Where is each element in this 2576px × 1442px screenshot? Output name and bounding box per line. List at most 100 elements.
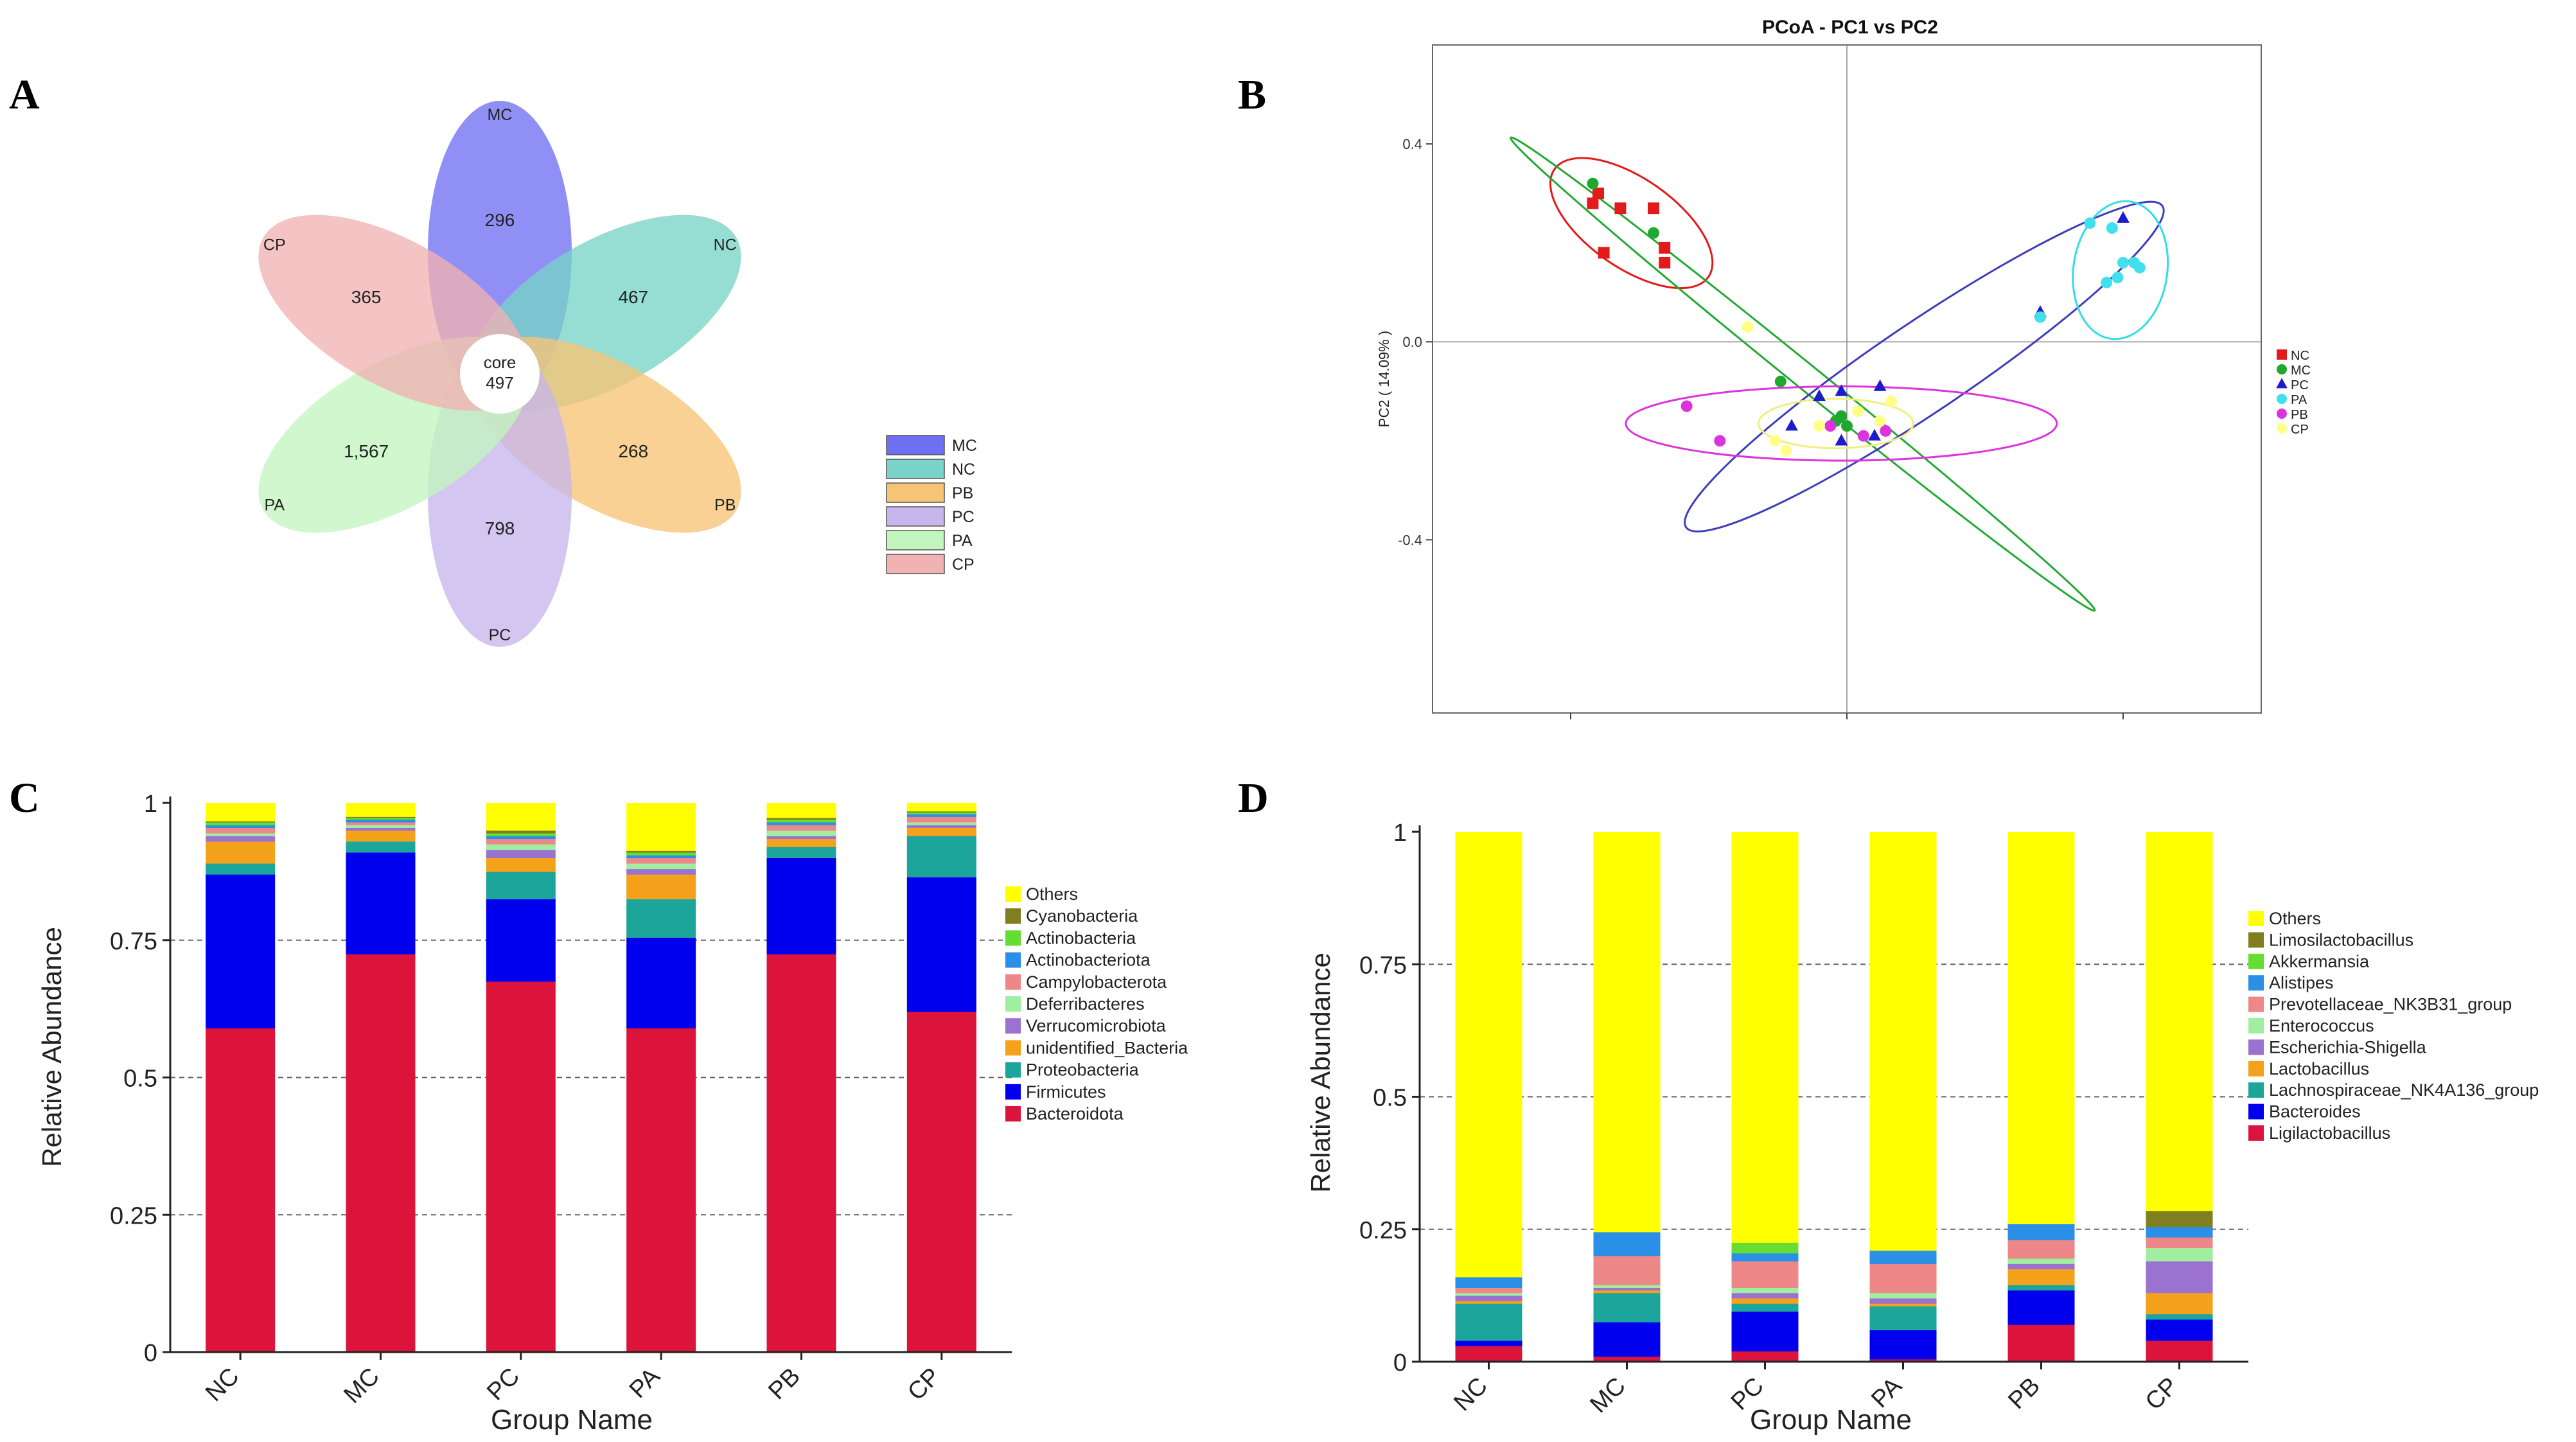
genus-bar-pa-enterococcus <box>1869 1292 1937 1299</box>
pcoa-point-cp <box>1780 444 1792 457</box>
phylum-bar-nc-campylobacterota <box>206 827 276 834</box>
phylum-x-tick-label-nc: NC <box>200 1363 245 1407</box>
pcoa-y-tick-label: 0.0 <box>1402 334 1422 350</box>
pcoa-legend-label-pa: PA <box>2291 393 2307 407</box>
pcoa-point-pa <box>2034 311 2046 323</box>
genus-legend-label-prevotellaceae-nk3b31-group: Prevotellaceae_NK3B31_group <box>2269 995 2512 1014</box>
genus-bar-pc-enterococcus <box>1731 1287 1799 1294</box>
pcoa-point-pc <box>1813 389 1826 401</box>
venn-labels: 296 MC 467 NC 268 PB 798 PC 1,567 PA 365 CP <box>263 106 737 644</box>
genus-bar-pb-others <box>2007 832 2075 1224</box>
pcoa-point-cp <box>1885 395 1897 407</box>
phylum-bar-pb-others <box>766 803 836 818</box>
genus-bar-cp-enterococcus <box>2146 1247 2213 1262</box>
genus-legend-swatch-enterococcus <box>2248 1018 2264 1033</box>
pcoa-ellipse-pa <box>2072 200 2169 340</box>
pcoa-point-pc <box>1835 384 1848 396</box>
venn-legend-label-mc: MC <box>952 437 977 455</box>
pcoa-y-axis-label: PC2 ( 14.09% ) <box>1376 331 1392 427</box>
phylum-x-tick-label-mc: MC <box>339 1363 384 1409</box>
phylum-bar-cp-actinobacteria <box>906 812 976 814</box>
pcoa-title: PCoA - PC1 vs PC2 <box>1762 17 1938 38</box>
phylum-bar-mc-proteobacteria <box>346 841 416 853</box>
pcoa-legend-label-pb: PB <box>2291 408 2308 422</box>
phylum-bar-nc-actinobacteriota <box>206 825 276 828</box>
genus-y-tick-label: 0.75 <box>1359 952 1407 979</box>
phylum-bar-pc-verrucomicrobiota <box>486 849 556 858</box>
pcoa-point-cp <box>1852 405 1864 418</box>
pcoa-point-nc <box>1587 197 1599 209</box>
venn-legend-label-pa: PA <box>952 532 973 550</box>
pcoa-legend-label-pc: PC <box>2291 378 2309 392</box>
venn-name-cp: CP <box>263 236 286 254</box>
pcoa-point-pb <box>1857 430 1869 442</box>
genus-legend-label-others: Others <box>2269 909 2321 928</box>
genus-legend-label-lachnospiraceae-nk4a136-group: Lachnospiraceae_NK4A136_group <box>2269 1080 2539 1100</box>
phylum-bar-mc-firmicutes <box>346 852 416 954</box>
genus-bar-pb-enterococcus <box>2007 1258 2075 1264</box>
genus-bar-pb-prevotellaceae-nk3b31-group <box>2007 1240 2075 1259</box>
genus-bar-pa-others <box>1869 832 1937 1251</box>
pcoa-ellipse-cp <box>1757 398 1914 450</box>
venn-count-nc: 467 <box>618 287 648 307</box>
phylum-legend-swatch-unidentified-bacteria <box>1005 1040 1021 1056</box>
genus-bar-pa-escherichia-shigella <box>1869 1298 1937 1304</box>
genus-bar-cp-others <box>2146 832 2213 1211</box>
genus-bar-mc-bacteroides <box>1593 1322 1661 1357</box>
venn-count-pc: 798 <box>485 518 515 538</box>
pcoa-point-mc <box>1841 420 1853 432</box>
genus-bar-mc-enterococcus <box>1593 1285 1661 1288</box>
genus-legend-label-escherichia-shigella: Escherichia-Shigella <box>2269 1037 2427 1057</box>
phylum-bar-cp-proteobacteria <box>906 836 976 877</box>
genus-legend-swatch-lactobacillus <box>2248 1060 2264 1077</box>
genus-legend-swatch-limosilactobacillus <box>2248 932 2264 948</box>
phylum-bar-pc-bacteroidota <box>486 981 556 1353</box>
venn-count-cp: 365 <box>351 287 382 307</box>
genus-bar-pc-escherichia-shigella <box>1731 1292 1799 1299</box>
pcoa-legend-marker-pc <box>2276 378 2288 389</box>
phylum-legend-label-actinobacteria: Actinobacteria <box>1026 928 1136 947</box>
pcoa-legend-marker-mc <box>2277 364 2287 374</box>
phylum-legend-swatch-cyanobacteria <box>1005 908 1021 924</box>
phylum-bar-pa-actinobacteria <box>626 852 696 856</box>
phylum-bar-pb-cyanobacteria <box>766 818 836 820</box>
genus-legend-swatch-escherichia-shigella <box>2248 1039 2264 1055</box>
genus-y-tick-label: 0.25 <box>1359 1217 1407 1244</box>
pcoa-ellipse-nc <box>1549 157 1714 290</box>
venn-legend-label-nc: NC <box>952 461 975 479</box>
phylum-bar-pa-unidentified-bacteria <box>626 874 696 900</box>
genus-bar-nc-lactobacillus <box>1455 1301 1522 1304</box>
phylum-legend-swatch-verrucomicrobiota <box>1005 1018 1021 1034</box>
genus-bar-pb-bacteroides <box>2007 1290 2075 1325</box>
phylum-legend-label-verrucomicrobiota: Verrucomicrobiota <box>1026 1016 1167 1035</box>
pcoa-point-nc <box>1659 242 1671 254</box>
venn-legend-swatch-pc <box>886 506 945 527</box>
genus-bar-pa-lactobacillus <box>1869 1303 1937 1306</box>
panel-letter-c: C <box>9 775 40 822</box>
pcoa-point-pa <box>2106 222 2118 234</box>
pcoa-point-nc <box>1592 188 1604 200</box>
genus-legend-label-akkermansia: Akkermansia <box>2269 952 2370 971</box>
venn-legend: MC NC PB PC PA CP <box>886 435 977 574</box>
genus-bar-pb-ligilactobacillus <box>2007 1324 2075 1362</box>
pcoa-ellipse-mc <box>1510 136 2096 612</box>
phylum-bar-cp-verrucomicrobiota <box>906 825 976 828</box>
genus-bar-pc-lachnospiraceae-nk4a136-group <box>1731 1303 1799 1312</box>
pcoa-point-pa <box>2112 272 2124 284</box>
genus-x-axis-label: Group Name <box>1750 1404 1912 1436</box>
genus-legend-label-enterococcus: Enterococcus <box>2269 1016 2374 1035</box>
phylum-bar-pa-others <box>626 803 696 851</box>
genus-legend-swatch-akkermansia <box>2248 953 2264 969</box>
venn-core-circle <box>460 334 540 414</box>
phylum-bar-cp-unidentified-bacteria <box>906 827 976 836</box>
genus-x-tick-label-cp: CP <box>2140 1373 2183 1416</box>
venn-legend-swatch-pb <box>886 482 945 503</box>
genus-bar-cp-limosilactobacillus <box>2146 1210 2213 1227</box>
pcoa-legend-marker-cp <box>2277 423 2287 434</box>
phylum-x-tick-label-cp: CP <box>903 1363 946 1406</box>
genus-bar-pc-others <box>1731 832 1799 1243</box>
phylum-bar-mc-campylobacterota <box>346 822 416 825</box>
genus-x-tick-label-pb: PB <box>2003 1373 2045 1415</box>
genus-bar-pb-escherichia-shigella <box>2007 1263 2075 1270</box>
